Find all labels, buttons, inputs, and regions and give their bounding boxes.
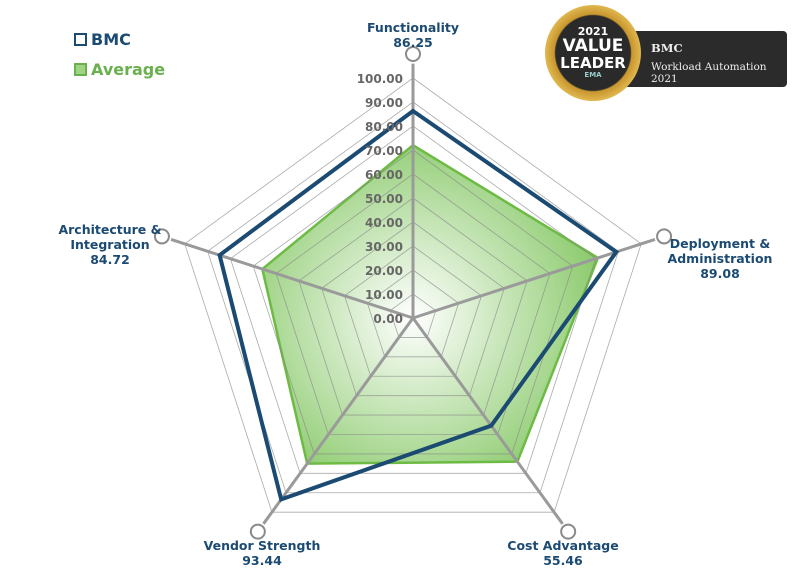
grid-ring-2 xyxy=(366,269,460,358)
legend-item-average: Average xyxy=(74,60,165,79)
tick-label: 90.00 xyxy=(365,96,403,110)
grid-ring-6 xyxy=(275,173,551,435)
axis-end-marker xyxy=(560,523,577,540)
grid-ring-8 xyxy=(229,125,597,474)
grid-ring-4 xyxy=(321,221,505,397)
tick-label: 80.00 xyxy=(365,120,403,134)
value-leader-badge: 2021 VALUE LEADER EMA BMC Workload Autom… xyxy=(545,5,790,103)
axis-end-marker xyxy=(405,46,421,62)
axis-end-marker xyxy=(249,523,266,540)
grid-ring-3 xyxy=(344,245,482,377)
grid-ring-5 xyxy=(298,197,528,416)
tick-label: 100.00 xyxy=(357,72,403,86)
legend-swatch-average xyxy=(74,63,87,76)
axis-label-functionality: Functionality 86.25 xyxy=(367,20,459,50)
axis-label-deployment: Deployment & Administration 89.08 xyxy=(667,236,773,281)
tick-label: 50.00 xyxy=(365,192,403,206)
tick-label: 20.00 xyxy=(365,264,403,278)
grid-ring-1 xyxy=(389,293,437,338)
grid-ring-9 xyxy=(207,101,619,494)
axis-line xyxy=(411,317,564,525)
axis-label-cost-advantage: Cost Advantage 55.46 xyxy=(507,538,619,568)
axis-end-marker xyxy=(656,228,673,245)
legend-label-average: Average xyxy=(91,60,166,79)
tick-label: 30.00 xyxy=(365,240,403,254)
badge-plate: BMC Workload Automation 2021 xyxy=(615,31,787,87)
series-average-area xyxy=(260,143,600,465)
axis-label-vendor-strength: Vendor Strength 93.44 xyxy=(203,538,321,568)
tick-label: 40.00 xyxy=(365,216,403,230)
axis-label-architecture: Architecture & Integration 84.72 xyxy=(58,222,162,267)
legend-label-bmc: BMC xyxy=(91,30,131,49)
grid-ring-10 xyxy=(184,77,642,513)
tick-label: 70.00 xyxy=(365,144,403,158)
axis-end-marker xyxy=(153,228,170,245)
tick-label: 60.00 xyxy=(365,168,403,182)
legend-item-bmc: BMC xyxy=(74,30,131,49)
badge-medal: 2021 VALUE LEADER EMA xyxy=(545,5,641,101)
axis-line xyxy=(262,317,415,525)
axis-line xyxy=(170,237,414,320)
series-bmc-line xyxy=(217,108,620,503)
legend-swatch-bmc xyxy=(74,33,87,46)
tick-label: 0.00 xyxy=(373,312,403,326)
tick-label: 10.00 xyxy=(365,288,403,302)
